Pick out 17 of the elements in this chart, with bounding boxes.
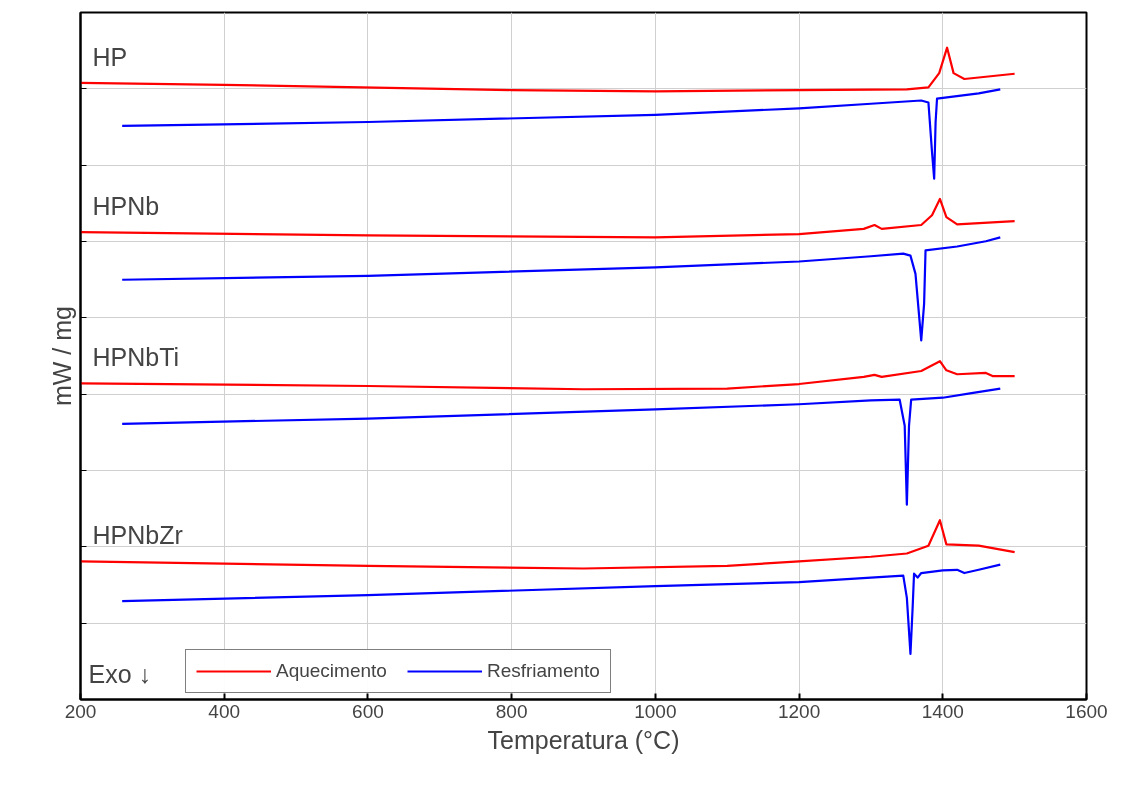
annotation: HPNbZr: [92, 521, 183, 550]
x-tick-label: 600: [352, 700, 384, 722]
y-axis-title: mW / mg: [47, 305, 76, 406]
x-tick-label: 1400: [921, 700, 964, 722]
annotation: HP: [92, 42, 128, 71]
annotation: Exo ↓: [88, 659, 152, 688]
x-tick-label: 800: [495, 700, 528, 722]
x-axis-title: Temperatura (°C): [487, 725, 680, 754]
x-tick-label: 1000: [634, 700, 677, 722]
x-tick-label: 1200: [777, 700, 821, 722]
x-tick-label: 400: [208, 700, 241, 722]
legend-label: Aquecimento: [276, 660, 387, 682]
annotation: HPNbTi: [92, 343, 180, 372]
legend-label: Resfriamento: [486, 660, 600, 682]
x-tick-label: 1600: [1065, 700, 1108, 722]
annotation: HPNb: [92, 192, 160, 221]
x-tick-label: 200: [64, 700, 97, 722]
